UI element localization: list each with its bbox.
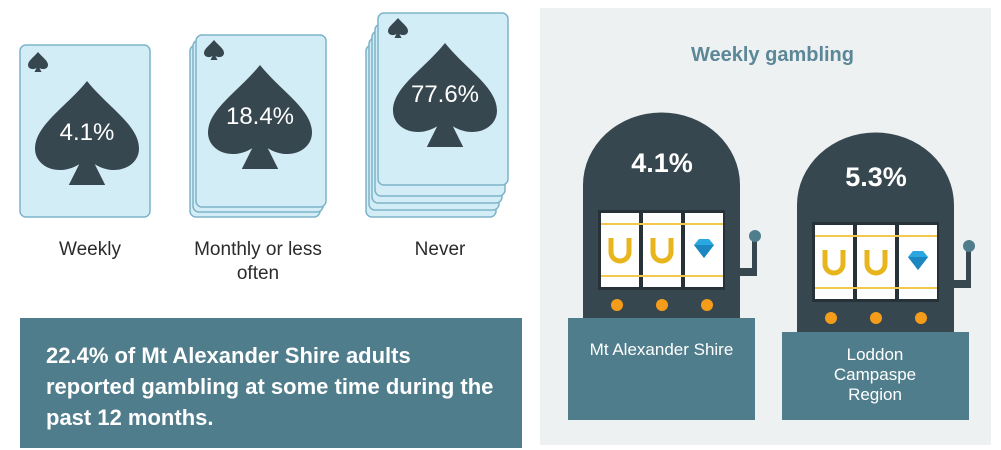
summary: 22.4% of Mt Alexander Shire adults repor… [20,318,522,448]
card-monthly: 18.4% [189,34,327,218]
card-value: 4.1% [60,119,115,146]
card-value: 18.4% [226,103,294,130]
slot-machine: 5.3% [782,132,975,420]
machine-value: 5.3% [845,162,907,192]
machine-value: 4.1% [631,148,693,178]
panel-title: Weekly gambling [690,44,854,66]
card-label: Weekly [59,239,121,260]
card-weekly: 4.1% [19,44,151,218]
card-label: Monthly or less often [194,239,322,284]
slot-machine: 4.1% [568,112,761,420]
machine-label: Loddon Campaspe Region [833,345,917,404]
card-never: 77.6% [365,12,509,218]
card-value: 77.6% [411,81,479,108]
card-label: Never [414,239,466,260]
machine-label: Mt Alexander Shire [589,340,734,359]
